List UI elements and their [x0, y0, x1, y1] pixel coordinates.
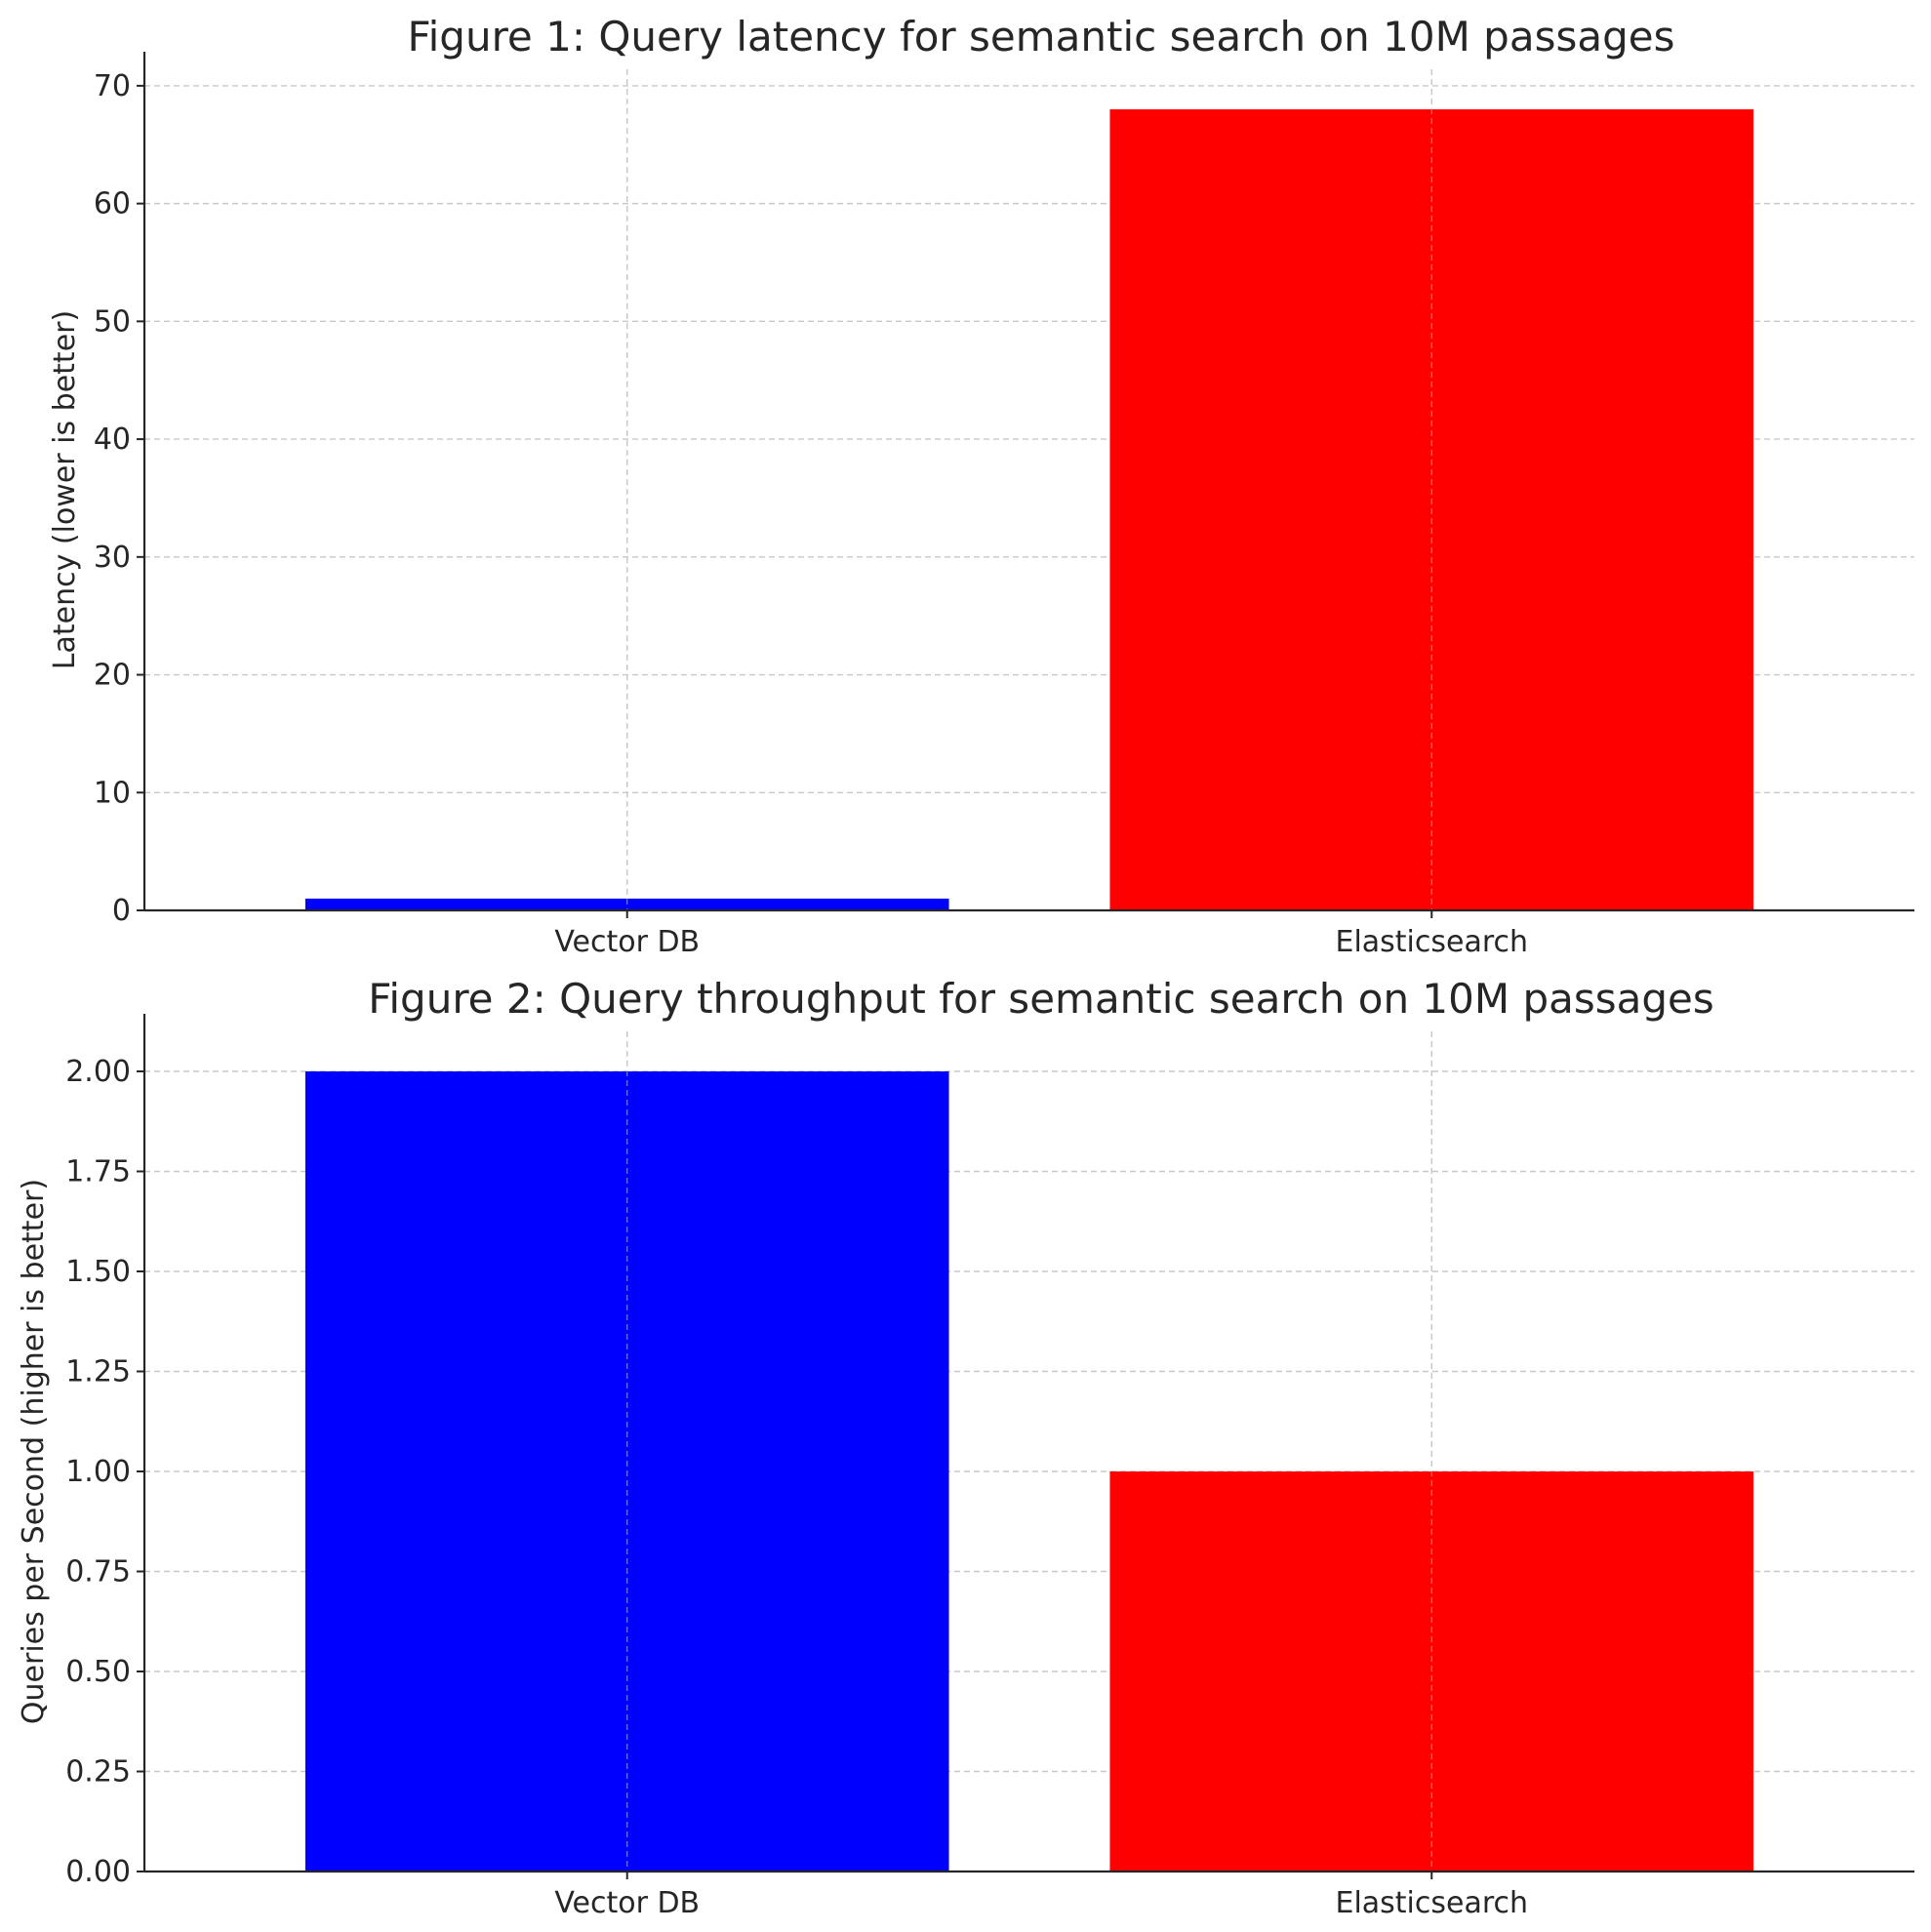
figure-2-y-axis-label: Queries per Second (higher is better) [17, 1179, 51, 1724]
figure-1-x-tick-label: Vector DB [554, 925, 700, 959]
figure-2-x-tick-label: Elasticsearch [1335, 1886, 1528, 1920]
figure-2-y-tick-label: 0.75 [65, 1555, 131, 1590]
figure-1-x-tick-label: Elasticsearch [1335, 925, 1528, 959]
figure-1-y-tick-label: 10 [94, 776, 131, 810]
figure-2-y-tick-label: 1.50 [65, 1255, 131, 1289]
figure-2-y-tick-label: 1.00 [65, 1455, 131, 1489]
figure-2-y-tick-label: 0.50 [65, 1655, 131, 1689]
figure-2-y-tick-label: 0.00 [65, 1855, 131, 1889]
figure-1-y-tick-label: 20 [94, 659, 131, 693]
figure-1-title: Figure 1: Query latency for semantic sea… [408, 13, 1675, 60]
figure-1-y-tick-label: 40 [94, 423, 131, 457]
figure-2-x-tick-label: Vector DB [554, 1886, 700, 1920]
figure-1-y-tick-label: 0 [112, 894, 131, 928]
figure-1-y-tick-label: 50 [94, 304, 131, 339]
figure-2-y-tick-label: 2.00 [65, 1055, 131, 1089]
figure-1-y-axis-label: Latency (lower is better) [48, 310, 82, 669]
figure-1-y-tick-label: 60 [94, 187, 131, 221]
figure-1-y-tick-label: 30 [94, 541, 131, 575]
figure-1-y-tick-label: 70 [94, 69, 131, 103]
figure-2-title: Figure 2: Query throughput for semantic … [368, 975, 1713, 1023]
figure-2-y-tick-label: 0.25 [65, 1755, 131, 1790]
figure-2-y-tick-label: 1.75 [65, 1155, 131, 1189]
figure-2-y-tick-label: 1.25 [65, 1355, 131, 1389]
